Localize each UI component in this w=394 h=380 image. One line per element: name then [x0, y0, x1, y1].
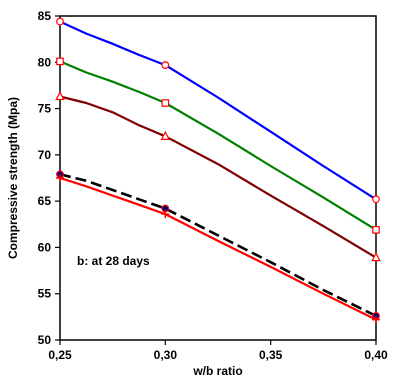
y-tick-label: 55: [38, 287, 52, 301]
x-tick-label: 0,25: [48, 348, 72, 362]
series-4: [56, 170, 380, 320]
series-layer: [55, 17, 381, 324]
x-tick-label: 0,35: [259, 348, 283, 362]
series-1: [56, 17, 380, 204]
y-tick-label: 75: [38, 102, 52, 116]
data-point: [56, 174, 64, 182]
x-tick-label: 0,30: [154, 348, 178, 362]
data-point: [161, 99, 170, 107]
y-tick-label: 85: [38, 9, 52, 23]
x-axis: 0,25 0,30 0,35 0,40: [48, 340, 388, 362]
data-point: [55, 91, 65, 101]
data-point: [161, 61, 170, 69]
x-tick-label: 0,40: [364, 348, 388, 362]
y-tick-label: 65: [38, 194, 52, 208]
data-point: [371, 252, 381, 262]
y-tick-label: 60: [38, 240, 52, 254]
series-line: [59, 173, 377, 318]
series-2: [56, 57, 380, 234]
data-point: [372, 226, 380, 234]
series-3: [55, 91, 381, 262]
x-axis-title: w/b ratio: [192, 364, 242, 378]
y-tick-label: 50: [38, 333, 52, 347]
data-point: [56, 57, 64, 66]
data-point: [56, 17, 64, 26]
series-5: [56, 174, 380, 324]
y-axis: 50 55 60 65 70 75 80 85: [38, 9, 60, 347]
data-point: [160, 130, 171, 140]
data-point: [161, 210, 170, 219]
annotation-text: b: at 28 days: [77, 254, 150, 268]
data-point: [372, 195, 380, 204]
data-point: [372, 315, 380, 324]
y-axis-title: Compressive strength (Mpa): [6, 97, 20, 259]
y-tick-label: 70: [38, 148, 52, 162]
y-tick-label: 80: [38, 55, 52, 69]
